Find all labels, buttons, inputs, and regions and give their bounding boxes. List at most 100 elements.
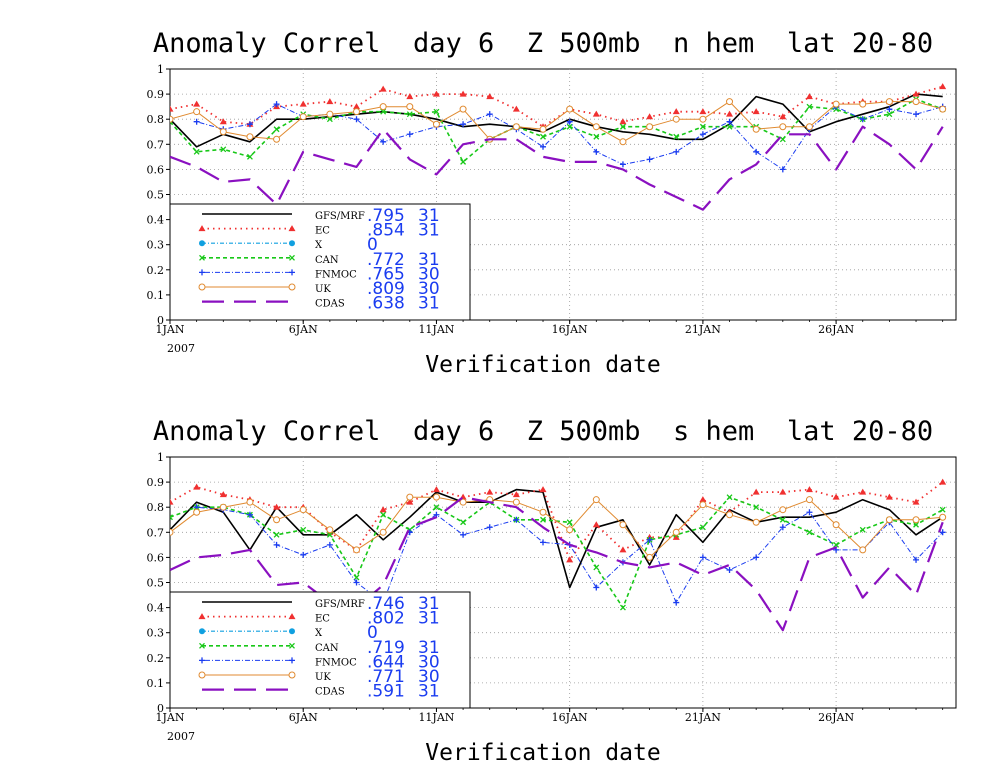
data-point-uk xyxy=(193,108,201,116)
data-point-uk xyxy=(539,125,547,133)
data-point-uk xyxy=(170,115,174,123)
data-point-can xyxy=(273,126,280,133)
data-point-fnmoc xyxy=(726,566,733,573)
data-point-ec xyxy=(699,108,707,115)
data-point-can xyxy=(406,111,413,118)
data-point-ec xyxy=(672,533,680,540)
data-point-uk xyxy=(592,123,600,131)
legend-count-ec: 31 xyxy=(418,221,440,241)
data-point-ec xyxy=(432,486,440,493)
data-point-uk xyxy=(273,516,281,524)
data-point-can xyxy=(726,123,733,130)
legend-marker-can xyxy=(199,642,205,649)
data-point-uk xyxy=(246,498,254,506)
data-point-ec xyxy=(486,93,494,100)
x-year-label: 2007 xyxy=(167,730,195,743)
data-point-fnmoc xyxy=(779,166,786,173)
y-tick-label: 0.2 xyxy=(147,652,165,665)
data-point-fnmoc xyxy=(646,156,653,163)
data-point-fnmoc xyxy=(406,131,413,138)
legend-marker-ec xyxy=(198,225,206,232)
data-point-ec xyxy=(459,90,467,97)
legend-marker-can xyxy=(289,642,295,649)
data-point-ec xyxy=(912,90,920,97)
data-point-can xyxy=(170,514,173,521)
x-tick-label: 16JAN xyxy=(552,711,588,724)
legend-count-cdas: 31 xyxy=(418,294,440,314)
data-point-uk xyxy=(752,518,760,526)
data-point-uk xyxy=(699,501,707,509)
data-point-uk xyxy=(539,508,547,516)
series-line-gfs-mrf xyxy=(170,93,943,148)
data-point-fnmoc xyxy=(699,554,706,561)
y-tick-label: 0.7 xyxy=(147,138,165,151)
y-tick-label: 0.7 xyxy=(147,526,165,539)
data-point-can xyxy=(460,158,467,165)
data-point-ec xyxy=(859,488,867,495)
data-point-fnmoc xyxy=(673,599,680,606)
legend-label-ec: EC xyxy=(315,614,330,625)
data-point-can xyxy=(913,521,919,528)
legend-label-cdas: CDAS xyxy=(315,299,345,310)
data-point-ec xyxy=(299,100,307,107)
data-point-fnmoc xyxy=(540,143,547,150)
data-point-fnmoc xyxy=(593,148,600,155)
data-point-uk xyxy=(299,113,307,121)
legend-label-gfs-mrf: GFS/MRF xyxy=(315,599,365,610)
data-point-ec xyxy=(193,483,201,490)
data-point-fnmoc xyxy=(380,138,387,145)
data-point-uk xyxy=(459,105,467,113)
data-point-ec xyxy=(406,93,414,100)
data-point-can xyxy=(593,564,600,571)
data-point-ec xyxy=(170,105,174,112)
x-tick-label: 1JAN xyxy=(156,711,185,724)
data-point-fnmoc xyxy=(246,511,253,518)
x-tick-label: 26JAN xyxy=(818,711,854,724)
data-point-ec xyxy=(646,113,654,120)
legend-value-gfs-mrf: .746 xyxy=(367,594,405,614)
legend-marker-ec xyxy=(288,613,296,620)
y-tick-label: 0.2 xyxy=(147,264,165,277)
legend: GFS/MRF .746 31 EC .802 31 X 0 CAN .719 31 FNMOC .64… xyxy=(169,591,471,709)
data-point-ec xyxy=(512,491,520,498)
data-point-ec xyxy=(486,488,494,495)
data-point-uk xyxy=(726,98,734,106)
data-point-ec xyxy=(672,108,680,115)
x-axis-label: Verification date xyxy=(425,352,660,378)
data-point-can xyxy=(433,108,440,115)
x-tick-label: 1JAN xyxy=(156,323,185,336)
data-point-fnmoc xyxy=(806,509,813,516)
data-point-fnmoc xyxy=(939,529,946,536)
legend-value-uk: .771 xyxy=(367,667,405,687)
data-point-uk xyxy=(672,115,680,123)
legend-count-cdas: 31 xyxy=(418,682,440,702)
legend: GFS/MRF .795 31 EC .854 31 X 0 CAN .772 31 FNMOC .76… xyxy=(169,203,471,321)
data-point-fnmoc xyxy=(593,584,600,591)
legend-value-can: .772 xyxy=(367,250,405,270)
legend-marker-fnmoc xyxy=(289,269,295,276)
data-point-ec xyxy=(939,478,947,485)
legend-marker-uk xyxy=(198,283,206,291)
data-point-ec xyxy=(219,491,227,498)
data-point-ec xyxy=(832,493,840,500)
data-point-can xyxy=(566,123,573,130)
legend-count-gfs-mrf: 31 xyxy=(418,594,440,614)
data-point-fnmoc xyxy=(326,541,333,548)
x-tick-label: 11JAN xyxy=(418,711,454,724)
y-tick-label: 0 xyxy=(157,702,164,715)
data-point-ec xyxy=(805,486,813,493)
legend-marker-x xyxy=(199,240,205,247)
data-point-ec xyxy=(592,110,600,117)
data-point-can xyxy=(273,531,280,538)
data-point-fnmoc xyxy=(513,516,520,523)
y-tick-label: 0.5 xyxy=(147,577,165,590)
data-point-ec xyxy=(619,546,627,553)
legend-value-gfs-mrf: .795 xyxy=(367,206,405,226)
x-tick-label: 21JAN xyxy=(685,711,721,724)
legend-value-ec: .802 xyxy=(367,609,405,629)
data-point-uk xyxy=(805,123,813,131)
data-point-ec xyxy=(805,93,813,100)
chart-title: Anomaly Correl day 6 Z 500mb n hem lat 2… xyxy=(153,28,933,59)
data-point-can xyxy=(886,111,893,118)
